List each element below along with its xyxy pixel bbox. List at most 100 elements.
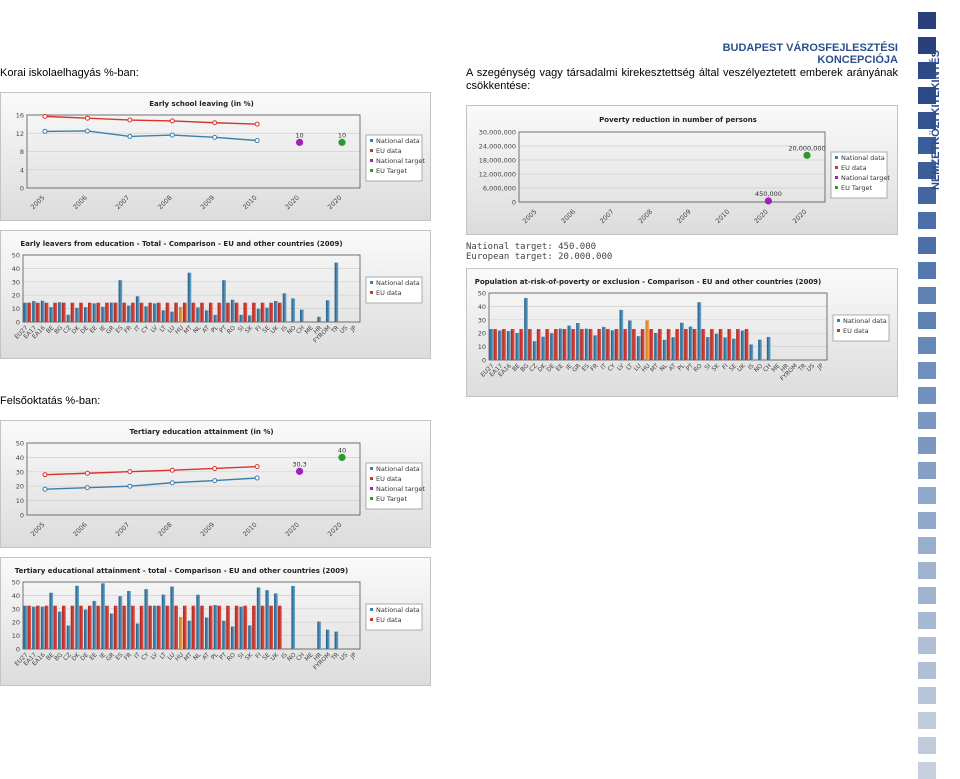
bar-eu <box>536 329 541 360</box>
bar-national <box>498 330 502 360</box>
y-tick-label: 0 <box>512 199 516 207</box>
bar-national <box>170 586 175 649</box>
x-tick-label: IE <box>565 362 574 371</box>
legend-box <box>365 134 423 182</box>
strip-square <box>918 112 936 129</box>
bar-national <box>274 593 278 649</box>
bar-eu <box>632 329 636 360</box>
legend-box <box>365 276 423 304</box>
bar-national <box>291 298 296 322</box>
legend-label: EU data <box>843 327 869 335</box>
strip-square <box>918 587 936 604</box>
target-point <box>803 151 811 159</box>
bar-national <box>161 594 166 649</box>
x-tick-label: JP <box>815 362 825 372</box>
x-tick-label: IE <box>98 651 107 660</box>
bar-eu <box>562 329 567 360</box>
legend-label: National data <box>843 317 887 325</box>
x-tick-label: SE <box>728 362 738 372</box>
bar-national <box>32 301 36 322</box>
bar-eu <box>70 605 75 649</box>
legend-label: EU data <box>376 289 402 297</box>
data-point <box>254 121 260 127</box>
x-tick-label: RO <box>226 651 237 662</box>
strip-square <box>918 237 936 254</box>
x-tick-label: NL <box>192 324 203 335</box>
bar-eu <box>510 329 515 360</box>
bar-eu <box>139 605 144 649</box>
x-tick-label: CY <box>140 651 151 662</box>
chart-svg: Population at-risk-of-poverty or exclusi… <box>475 278 890 382</box>
bar-national <box>213 314 218 322</box>
legend-swatch <box>370 139 373 142</box>
x-tick-label: BG <box>53 651 64 662</box>
strip-square <box>918 12 936 29</box>
bar-eu <box>658 329 662 360</box>
x-tick-label: 2006 <box>71 194 88 211</box>
x-tick-label: AT <box>201 324 211 334</box>
national-target-text: National target: 450.000 <box>466 242 597 252</box>
bar-national <box>662 339 667 360</box>
legend-label: EU Target <box>841 184 872 192</box>
point-label: 40 <box>338 446 346 454</box>
strip-square <box>918 212 936 229</box>
target-point <box>338 453 346 461</box>
x-tick-label: 2005 <box>29 194 46 211</box>
x-tick-label: IT <box>599 362 608 371</box>
plot-frame <box>26 114 361 189</box>
bar-national <box>248 315 252 322</box>
x-tick-label: TR <box>329 324 340 335</box>
x-tick-label: SK <box>244 324 255 335</box>
bar-national <box>758 339 762 360</box>
bar-eu <box>44 605 49 649</box>
y-tick-label: 18,000,000 <box>479 157 516 165</box>
x-tick-label: PT <box>218 651 228 661</box>
european-target-text: European target: 20.000.000 <box>466 252 613 262</box>
bar-national <box>92 303 97 322</box>
bar-national <box>256 587 261 649</box>
bar-eu <box>623 329 628 360</box>
x-tick-label: US <box>339 324 350 335</box>
bar-national <box>706 337 710 360</box>
target-point <box>295 467 304 475</box>
x-tick-label: CZ <box>62 324 73 335</box>
bar-eu <box>217 605 222 649</box>
x-tick-label: FI <box>254 324 263 333</box>
x-tick-label: 2007 <box>598 208 615 225</box>
bar-eu <box>53 302 58 322</box>
y-tick-label: 30 <box>16 468 24 476</box>
bar-eu <box>252 605 256 649</box>
bar-national <box>127 590 131 649</box>
bar-national <box>291 586 296 649</box>
strip-square <box>918 362 936 379</box>
bar-eu <box>640 329 645 360</box>
strip-square <box>918 712 936 729</box>
bar-national <box>144 306 149 322</box>
bar-eu <box>27 302 32 322</box>
bar-eu <box>105 302 109 322</box>
bar-eu <box>597 329 602 360</box>
bar-national <box>550 333 554 360</box>
bar-eu <box>53 605 58 649</box>
y-tick-label: 50 <box>12 579 20 587</box>
bar-eu <box>191 302 196 322</box>
y-tick-label: 6,000,000 <box>483 185 516 193</box>
bar-national <box>567 325 572 360</box>
x-tick-label: NO <box>286 324 298 336</box>
bar-eu <box>675 329 680 360</box>
strip-square <box>918 487 936 504</box>
bar-national <box>101 306 105 322</box>
legend-swatch <box>370 149 373 152</box>
bar-national <box>558 328 563 360</box>
bar-national <box>645 320 650 360</box>
strip-square <box>918 337 936 354</box>
x-tick-label: SE <box>261 651 271 661</box>
bar-eu <box>502 329 506 360</box>
y-tick-label: 20 <box>12 619 20 627</box>
legend-swatch <box>370 467 373 470</box>
bar-eu <box>718 329 723 360</box>
x-tick-label: BE <box>511 362 522 373</box>
data-point <box>169 118 175 124</box>
bar-national <box>610 330 615 360</box>
x-tick-label: CH <box>295 651 306 662</box>
